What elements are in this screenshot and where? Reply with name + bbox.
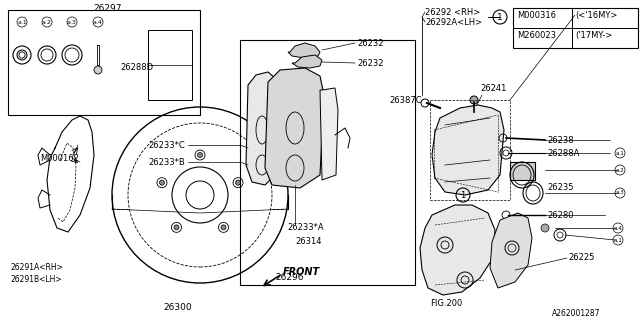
Polygon shape: [320, 88, 338, 180]
Circle shape: [17, 50, 27, 60]
Bar: [148, 30, 192, 100]
Text: 26238: 26238: [547, 135, 573, 145]
Text: 1: 1: [497, 12, 503, 21]
Circle shape: [19, 52, 25, 58]
Text: a.1: a.1: [614, 237, 622, 243]
Text: a.2: a.2: [42, 20, 52, 25]
Text: 26225: 26225: [568, 253, 595, 262]
Text: 26232: 26232: [357, 59, 383, 68]
Text: M260023: M260023: [517, 30, 556, 39]
Text: a.3: a.3: [67, 20, 77, 25]
Text: 26241: 26241: [480, 84, 506, 92]
Text: 26233*A: 26233*A: [287, 223, 324, 233]
Text: 26288A: 26288A: [547, 148, 579, 157]
Circle shape: [221, 225, 226, 230]
Text: A262001287: A262001287: [552, 308, 600, 317]
Text: (<'16MY>: (<'16MY>: [575, 11, 618, 20]
Circle shape: [470, 96, 478, 104]
Text: 26296: 26296: [276, 274, 304, 283]
Text: 26300: 26300: [164, 303, 192, 313]
Text: 26233*C: 26233*C: [148, 140, 185, 149]
Text: a.1: a.1: [616, 150, 625, 156]
Polygon shape: [292, 55, 322, 68]
Polygon shape: [432, 105, 504, 195]
Circle shape: [541, 224, 549, 232]
Text: a.4: a.4: [93, 20, 103, 25]
Circle shape: [94, 66, 102, 74]
Text: 26314: 26314: [295, 237, 321, 246]
Text: 26235: 26235: [547, 182, 573, 191]
Text: ('17MY->: ('17MY->: [575, 30, 612, 39]
Text: 26292A<LH>: 26292A<LH>: [425, 18, 482, 27]
Text: a.1: a.1: [17, 20, 27, 25]
Polygon shape: [288, 43, 320, 58]
Circle shape: [159, 180, 164, 185]
Text: FIG.200: FIG.200: [430, 300, 462, 308]
Circle shape: [236, 180, 241, 185]
Text: a.4: a.4: [614, 226, 622, 230]
Circle shape: [174, 225, 179, 230]
Text: 1: 1: [460, 190, 466, 199]
Bar: [513, 8, 638, 48]
Text: 26232: 26232: [357, 38, 383, 47]
Text: FRONT: FRONT: [283, 267, 320, 277]
Bar: [8, 10, 200, 115]
Text: 26291B<LH>: 26291B<LH>: [10, 275, 61, 284]
Text: 26280: 26280: [547, 211, 573, 220]
Text: 26233*B: 26233*B: [148, 157, 185, 166]
Text: M000162: M000162: [40, 154, 79, 163]
Text: M000316: M000316: [517, 11, 556, 20]
Text: 26288D: 26288D: [120, 62, 153, 71]
Text: 26291A<RH>: 26291A<RH>: [10, 263, 63, 273]
Polygon shape: [490, 213, 532, 288]
Text: a.3: a.3: [616, 190, 625, 196]
Circle shape: [198, 153, 202, 157]
Polygon shape: [246, 72, 278, 185]
Polygon shape: [265, 68, 324, 188]
Text: 26292 <RH>: 26292 <RH>: [425, 7, 480, 17]
Polygon shape: [510, 162, 535, 180]
Bar: [240, 40, 415, 285]
Text: a.2: a.2: [616, 167, 625, 172]
Text: 26297: 26297: [93, 4, 122, 12]
Text: 26387C: 26387C: [389, 95, 422, 105]
Polygon shape: [420, 205, 495, 295]
